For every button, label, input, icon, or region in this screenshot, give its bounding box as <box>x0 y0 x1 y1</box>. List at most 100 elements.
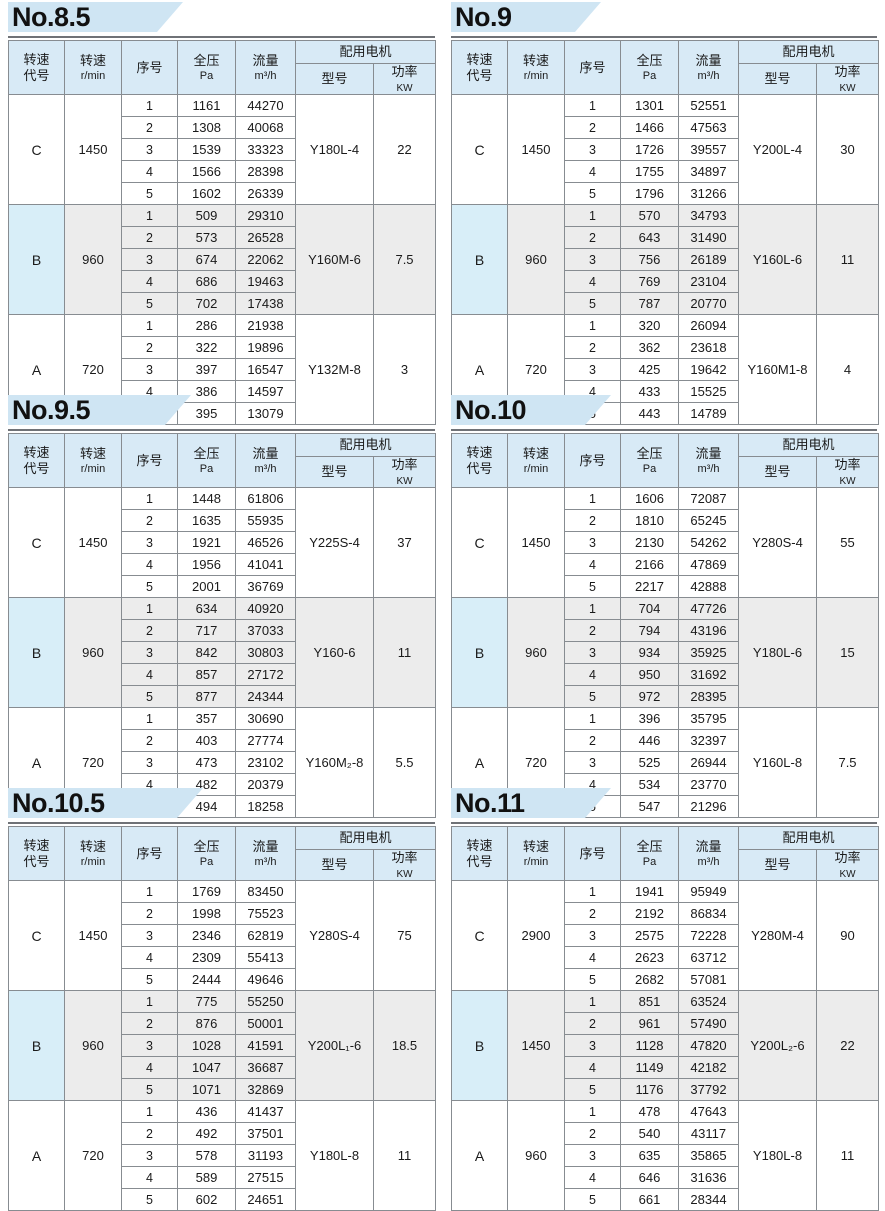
header-motor-power: 功率 KW <box>815 849 880 881</box>
pressure-cell: 961 <box>620 1012 679 1035</box>
pressure-cell: 686 <box>177 270 236 293</box>
seq-cell: 3 <box>564 751 621 774</box>
section-rule <box>451 36 877 38</box>
header-speed-code-sub: 代号 <box>466 67 493 83</box>
speed-rpm-cell: 960 <box>507 597 565 708</box>
header-speed-rpm: 转速 r/min <box>64 433 122 488</box>
pressure-cell: 395 <box>177 402 236 425</box>
motor-model-cell: Y180L-8 <box>295 1100 374 1211</box>
seq-cell: 3 <box>564 248 621 271</box>
seq-cell: 3 <box>564 1144 621 1167</box>
seq-cell: 4 <box>121 553 178 576</box>
section-title: No.9 <box>455 2 512 32</box>
header-motor-group-label: 配用电机 <box>782 437 835 452</box>
pressure-cell: 1448 <box>177 487 236 510</box>
seq-cell: 4 <box>121 270 178 293</box>
header-seq-label: 序号 <box>136 452 163 468</box>
table-row: A 720 1 320 26094 Y160M1-8 4 <box>451 314 880 425</box>
table-row: 3 674 22062 <box>9 248 436 271</box>
seq-cell: 1 <box>564 990 621 1013</box>
table-row: A 960 1 478 47643 Y180L-8 11 <box>451 1100 880 1211</box>
flow-cell: 43117 <box>678 1122 739 1145</box>
seq-cell: 2 <box>121 1122 178 1145</box>
seq-cell: 2 <box>121 336 178 359</box>
pressure-cell: 972 <box>620 685 679 708</box>
flow-cell: 40068 <box>235 116 296 139</box>
flow-cell: 29310 <box>235 204 296 227</box>
header-pressure-main: 全压 <box>636 52 663 68</box>
seq-cell: 5 <box>564 968 621 991</box>
flow-cell: 34897 <box>678 160 739 183</box>
motor-model-cell: Y160M₂-8 <box>295 707 374 818</box>
table-row: 5 1071 32869 <box>9 1078 436 1101</box>
motor-power-cell: 7.5 <box>815 707 880 818</box>
seq-cell: 4 <box>564 946 621 969</box>
pressure-cell: 702 <box>177 292 236 315</box>
flow-cell: 41041 <box>235 553 296 576</box>
pressure-cell: 674 <box>177 248 236 271</box>
table-row: 2 1308 40068 <box>9 116 436 139</box>
flow-cell: 22062 <box>235 248 296 271</box>
header-speed-code-main: 转速 <box>466 837 493 853</box>
flow-cell: 32397 <box>678 729 739 752</box>
seq-cell: 3 <box>121 641 178 664</box>
seq-cell: 2 <box>121 116 178 139</box>
pressure-cell: 286 <box>177 314 236 337</box>
flow-cell: 16547 <box>235 358 296 381</box>
header-pressure-main: 全压 <box>636 838 663 854</box>
seq-cell: 1 <box>564 94 621 117</box>
flow-cell: 31193 <box>235 1144 296 1167</box>
header-speed-rpm-main: 转速 <box>522 838 549 854</box>
seq-cell: 5 <box>564 1078 621 1101</box>
pressure-cell: 1998 <box>177 902 236 925</box>
motor-model-cell: Y132M-8 <box>295 314 374 425</box>
header-speed-rpm-main: 转速 <box>522 445 549 461</box>
speed-code-cell: B <box>8 204 65 315</box>
pressure-cell: 787 <box>620 292 679 315</box>
seq-cell: 1 <box>564 707 621 730</box>
table-panel: No.9.5 转速 代号 转速 r/min 序号 全压 Pa 流量 m³/h 配用电机 型号 功率 KW C… <box>0 393 443 818</box>
table-row: 5 787 20770 <box>452 292 879 315</box>
table-row: 4 1956 41041 <box>9 553 436 576</box>
pressure-cell: 525 <box>620 751 679 774</box>
flow-cell: 37792 <box>678 1078 739 1101</box>
section-banner <box>8 395 191 425</box>
table-row: 554721296 <box>452 795 879 818</box>
motor-model-cell: Y280S-4 <box>295 880 374 991</box>
header-seq: 序号 <box>121 40 178 95</box>
flow-cell: 47563 <box>678 116 739 139</box>
header-speed-rpm-unit: r/min <box>523 855 549 868</box>
motor-power-cell: 18.5 <box>372 990 437 1101</box>
seq-cell: 5 <box>564 292 621 315</box>
header-speed-code: 转速 代号 <box>8 826 65 881</box>
section-title: No.9.5 <box>12 395 91 425</box>
motor-model-cell: Y160L-6 <box>738 204 817 315</box>
pressure-cell: 357 <box>177 707 236 730</box>
motor-model-cell: Y200L-4 <box>738 94 817 205</box>
header-speed-rpm-unit: r/min <box>523 462 549 475</box>
table-row: 3 2130 54262 <box>452 531 879 554</box>
seq-cell: 5 <box>121 685 178 708</box>
speed-rpm-cell: 960 <box>507 204 565 315</box>
flow-cell: 26189 <box>678 248 739 271</box>
flow-cell: 42888 <box>678 575 739 598</box>
header-speed-code: 转速 代号 <box>451 826 508 881</box>
table-row: C 1450 1 1301 52551 Y200L-4 30 <box>451 94 880 205</box>
header-speed-code-main: 转速 <box>466 444 493 460</box>
pressure-cell: 1769 <box>177 880 236 903</box>
speed-rpm-cell: 960 <box>64 597 122 708</box>
flow-cell: 55935 <box>235 509 296 532</box>
seq-cell: 5 <box>121 968 178 991</box>
pressure-cell: 1635 <box>177 509 236 532</box>
flow-cell: 72087 <box>678 487 739 510</box>
flow-cell: 19896 <box>235 336 296 359</box>
section-header: No.9.5 <box>8 393 435 433</box>
seq-cell: 1 <box>121 1100 178 1123</box>
flow-cell: 17438 <box>235 292 296 315</box>
seq-cell: 5 <box>121 1188 178 1211</box>
header-speed-code-sub: 代号 <box>23 853 50 869</box>
header-pressure-unit: Pa <box>642 462 657 475</box>
table-panel: No.10 转速 代号 转速 r/min 序号 全压 Pa 流量 m³/h 配用电机 型号 功率 KW C 1… <box>443 393 885 818</box>
speed-code-cell: C <box>451 880 508 991</box>
